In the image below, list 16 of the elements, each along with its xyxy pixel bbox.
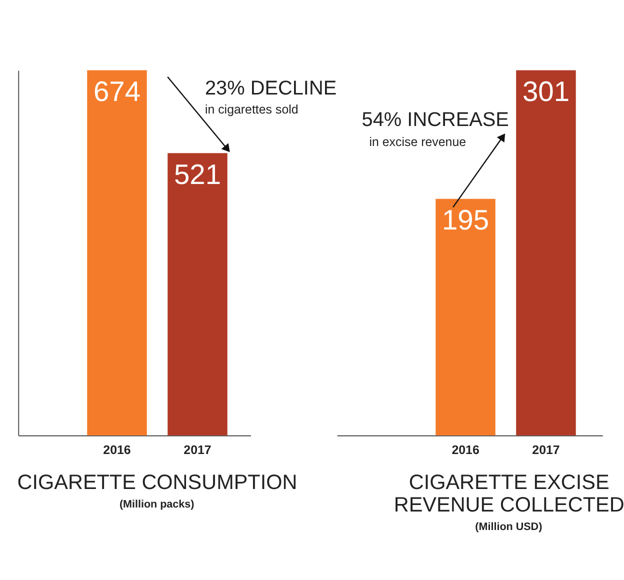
annotation: 23% DECLINE [204, 77, 337, 100]
x-axis-title: CIGARETTE EXCISE REVENUE COLLECTED [394, 470, 624, 516]
annotation: in cigarettes sold [204, 102, 298, 116]
x-axis-title: CIGARETTE CONSUMPTION [17, 470, 298, 494]
annotation: 54% INCREASE [362, 108, 509, 131]
data-label: 301 [522, 74, 570, 107]
annotation: in excise revenue [369, 134, 466, 149]
text: (Million packs) [119, 498, 195, 511]
x-tick-label: 2016 [103, 443, 131, 458]
data-label: 195 [442, 204, 490, 236]
data-label: 521 [174, 158, 222, 190]
x-tick-label: 2017 [532, 443, 560, 458]
x-tick-label: 2016 [452, 443, 480, 458]
data-label: 674 [93, 74, 141, 107]
x-tick-label: 2017 [184, 443, 212, 458]
text: (Million USD) [475, 520, 543, 533]
